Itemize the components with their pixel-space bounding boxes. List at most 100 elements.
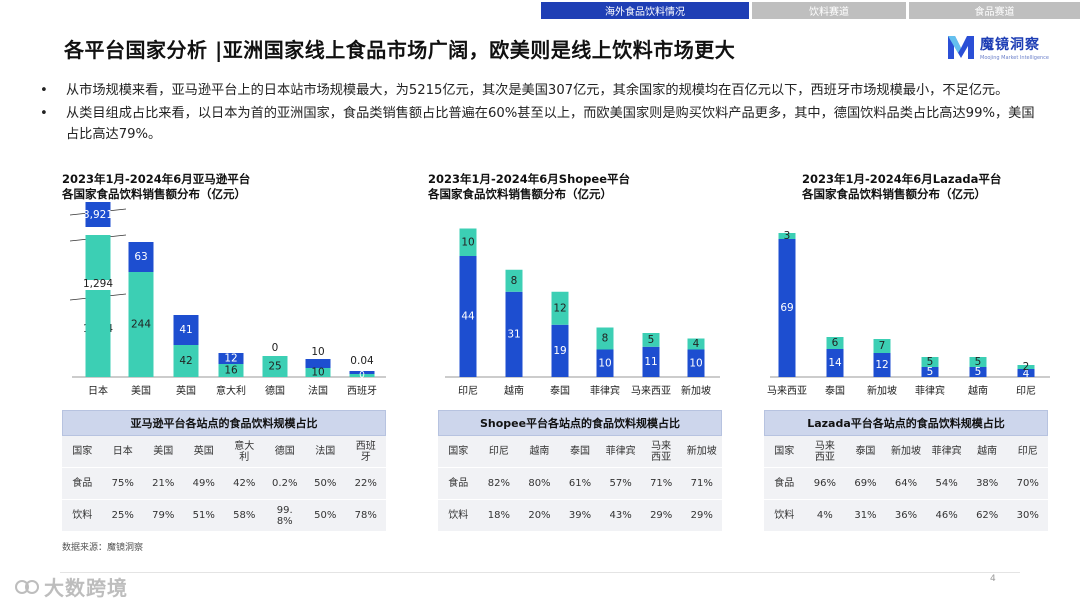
shopee-label-drink-2: 12 xyxy=(553,302,566,314)
tab-food-track[interactable]: 食品赛道 xyxy=(909,2,1080,19)
table-cell: 50% xyxy=(314,478,337,489)
lazada-bar-food-3 xyxy=(921,367,939,377)
lazada-bar-drink-5 xyxy=(1017,365,1035,369)
shopee-bar-food-5 xyxy=(687,349,705,377)
lazada-chart-title-line2: 各国家食品饮料销售额分布（亿元） xyxy=(802,187,986,201)
table-cell: 78% xyxy=(354,510,377,521)
table-cell: 36% xyxy=(894,510,918,521)
lazada-label-food-3: 5 xyxy=(927,366,934,378)
table-cell: 越南 xyxy=(529,446,550,457)
logo-cn-text: 魔镜洞察 xyxy=(980,36,1040,53)
table-cell: 71% xyxy=(690,478,713,489)
amazon-x-tick-1: 美国 xyxy=(131,384,151,397)
table-cell: 64% xyxy=(894,478,918,489)
bullet-dot: • xyxy=(40,106,48,121)
amazon-bar-drink-2 xyxy=(173,315,199,345)
table-cell: 马来西亚 xyxy=(805,441,846,463)
table-cell: 43% xyxy=(609,510,632,521)
table-cell: 54% xyxy=(935,478,958,489)
table-cell: 57% xyxy=(609,478,632,489)
lazada-table: 国家 马来西亚 泰国 新加坡 菲律宾 越南 印尼 食品 96% 69% 64% 54% 38% 70% 饮料… xyxy=(764,436,1048,532)
amazon-japan-break-band-2 xyxy=(85,227,111,235)
amazon-x-tick-2: 英国 xyxy=(176,384,196,397)
table-cell: 79% xyxy=(152,510,175,521)
table-cell: 21% xyxy=(152,478,175,489)
table-cell: 马来西亚 xyxy=(641,441,682,463)
bullet-item: • 从类目组成占比来看，以日本为首的亚洲国家，食品类销售额占比普遍在60%甚至以… xyxy=(40,103,1040,145)
amazon-bar-food-5 xyxy=(305,368,331,377)
shopee-label-drink-3: 8 xyxy=(602,333,609,345)
table-row: 食品 75% 21% 49% 42% 0.2% 50% 22% xyxy=(62,468,386,500)
table-cell: 71% xyxy=(650,478,673,489)
lazada-x-tick-2: 新加坡 xyxy=(867,384,897,397)
table-cell: 31% xyxy=(854,510,877,521)
lazada-bar-food-5 xyxy=(1017,369,1035,377)
table-cell: 国家 xyxy=(448,446,469,457)
shopee-bar-food-0 xyxy=(459,256,477,377)
lazada-label-food-0: 69 xyxy=(780,302,793,314)
amazon-label-food-4: 25 xyxy=(268,361,281,373)
table-cell: 70% xyxy=(1016,478,1039,489)
shopee-bar-food-1 xyxy=(505,291,523,377)
table-cell: 62% xyxy=(976,510,999,521)
data-source: 数据来源：魔镜洞察 xyxy=(62,543,144,553)
amazon-bar-food-3 xyxy=(218,364,244,377)
table-cell: 51% xyxy=(192,510,215,521)
amazon-japan-drink-top xyxy=(85,205,111,227)
table-row: 饮料 4% 31% 36% 46% 62% 30% xyxy=(764,500,1048,532)
table-cell: 菲律宾 xyxy=(605,446,636,457)
lazada-label-food-5: 4 xyxy=(1023,368,1030,380)
amazon-label-food-6: 0 xyxy=(359,371,365,381)
shopee-x-tick-2: 泰国 xyxy=(550,384,570,397)
amazon-bar-food-4 xyxy=(262,356,288,377)
lazada-label-drink-4: 5 xyxy=(975,356,982,368)
lazada-bar-drink-3 xyxy=(921,357,939,367)
top-nav: 海外食品饮料情况 饮料赛道 食品赛道 xyxy=(541,2,1080,19)
watermark: 大数跨境 xyxy=(14,572,128,601)
watermark-icon xyxy=(15,579,39,594)
summary-bullets: • 从市场规模来看，亚马逊平台上的日本站市场规模最大，为5215亿元，其次是美国… xyxy=(40,80,1040,147)
tab-overseas-food-beverage[interactable]: 海外食品饮料情况 xyxy=(541,2,749,19)
amazon-bar-drink-1 xyxy=(128,242,154,272)
table-cell: 泰国 xyxy=(855,446,876,457)
table-cell-text: 意大利 xyxy=(234,440,255,463)
table-row: 食品 96% 69% 64% 54% 38% 70% xyxy=(764,468,1048,500)
bullet-text: 从类目组成占比来看，以日本为首的亚洲国家，食品类销售额占比普遍在60%甚至以上，… xyxy=(66,106,1035,142)
lazada-label-food-2: 12 xyxy=(875,359,888,371)
table-cell: 法国 xyxy=(315,446,336,457)
table-cell: 29% xyxy=(650,510,673,521)
shopee-bar-drink-5 xyxy=(687,338,705,350)
shopee-x-tick-3: 菲律宾 xyxy=(590,384,620,397)
lazada-bar-drink-4 xyxy=(969,357,987,367)
table-cell: 61% xyxy=(568,478,592,489)
shopee-label-food-0: 44 xyxy=(461,311,475,323)
table-cell: 25% xyxy=(111,510,134,521)
amazon-x-tick-5: 法国 xyxy=(308,384,328,397)
lazada-label-drink-0: 3 xyxy=(784,230,791,242)
lazada-x-tick-4: 越南 xyxy=(968,384,988,397)
table-cell: 20% xyxy=(528,510,551,521)
amazon-japan-food-label: 1,294 xyxy=(83,278,113,290)
table-cell: 德国 xyxy=(274,446,295,457)
tab-beverage-track[interactable]: 饮料赛道 xyxy=(752,2,906,19)
brand-logo: 魔镜洞察 Moojing Market Intelligence xyxy=(946,32,1049,62)
lazada-x-tick-1: 泰国 xyxy=(825,384,845,397)
shopee-x-tick-1: 越南 xyxy=(504,384,524,397)
amazon-label-food-5: 10 xyxy=(311,367,324,379)
shopee-chart-title-line2: 各国家食品饮料销售额分布（亿元） xyxy=(428,187,612,201)
lazada-label-food-1: 14 xyxy=(828,357,842,369)
table-cell: 食品 xyxy=(448,478,469,489)
lazada-bar-drink-0 xyxy=(778,233,796,239)
table-cell: 69% xyxy=(854,478,877,489)
table-cell: 印尼 xyxy=(488,446,509,457)
page-number: 4 xyxy=(990,574,996,584)
table-cell: 日本 xyxy=(112,446,133,457)
footer-divider xyxy=(60,572,1020,573)
shopee-x-tick-5: 新加坡 xyxy=(681,384,711,397)
logo-m-icon xyxy=(948,36,974,59)
lazada-table-title: Lazada平台各站点的食品饮料规模占比 xyxy=(764,410,1048,436)
shopee-table-title: Shopee平台各站点的食品饮料规模占比 xyxy=(438,410,722,436)
table-header-row: 国家 印尼 越南 泰国 菲律宾 马来西亚 新加坡 xyxy=(438,436,722,468)
table-cell: 38% xyxy=(976,478,999,489)
